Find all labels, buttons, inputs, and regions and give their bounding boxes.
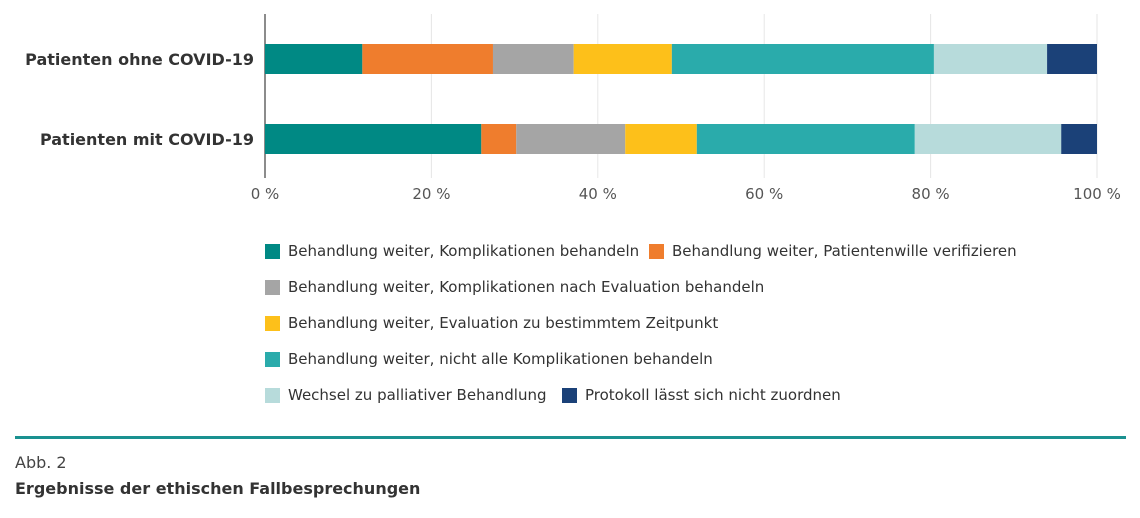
legend-swatch <box>265 351 280 367</box>
bar-segment <box>516 124 626 154</box>
category-label: Patienten mit COVID-19 <box>40 130 254 149</box>
bar-segment <box>573 44 672 74</box>
bar-segment <box>914 124 1062 154</box>
caption-divider <box>15 436 1126 439</box>
category-label: Patienten ohne COVID-19 <box>25 50 254 69</box>
bar-segment <box>671 44 934 74</box>
legend-swatch <box>649 243 664 259</box>
x-tick-label: 60 % <box>745 185 783 203</box>
legend-label: Protokoll lässt sich nicht zuordnen <box>585 386 841 404</box>
legend-item: Behandlung weiter, Komplikationen nach E… <box>265 278 764 296</box>
x-tick-label: 20 % <box>412 185 450 203</box>
legend-item: Protokoll lässt sich nicht zuordnen <box>562 386 841 404</box>
legend-label: Behandlung weiter, Komplikationen behand… <box>288 242 640 260</box>
bar-segment <box>933 44 1048 74</box>
figure-title: Ergebnisse der ethischen Fallbesprechung… <box>15 479 421 498</box>
legend-item: Behandlung weiter, Patientenwille verifi… <box>649 242 1017 260</box>
bar-segment <box>1061 124 1097 154</box>
legend-swatch <box>562 387 577 403</box>
x-tick-label: 100 % <box>1073 185 1121 203</box>
legend-item: Behandlung weiter, Komplikationen behand… <box>265 242 639 260</box>
legend-item: Behandlung weiter, nicht alle Komplikati… <box>265 350 713 368</box>
stacked-bar-chart: 0 % 20 % 40 % 60 % 80 % 100 % Patienten ohne C… <box>25 14 1121 203</box>
legend-label: Behandlung weiter, Komplikationen nach E… <box>288 278 765 296</box>
figure-label: Abb. 2 <box>15 453 67 472</box>
legend-item: Behandlung weiter, Evaluation zu bestimm… <box>265 314 718 332</box>
bar-segment <box>481 124 517 154</box>
bar-segment <box>265 124 482 154</box>
legend-item: Wechsel zu palliativer Behandlung <box>265 386 547 404</box>
legend-swatch <box>265 387 280 403</box>
x-tick-label: 0 % <box>251 185 280 203</box>
legend-label: Wechsel zu palliativer Behandlung <box>288 386 547 404</box>
bar-segment <box>1047 44 1097 74</box>
legend-swatch <box>265 243 280 259</box>
legend-label: Behandlung weiter, nicht alle Komplikati… <box>288 350 713 368</box>
legend-label: Behandlung weiter, Patientenwille verifi… <box>672 242 1017 260</box>
x-tick-label: 80 % <box>912 185 950 203</box>
bar-segment <box>696 124 915 154</box>
legend-swatch <box>265 279 280 295</box>
bar-segment <box>265 44 363 74</box>
bar-segment <box>492 44 574 74</box>
bar-segment <box>625 124 697 154</box>
legend-label: Behandlung weiter, Evaluation zu bestimm… <box>288 314 719 332</box>
bar-segment <box>362 44 493 74</box>
legend-swatch <box>265 315 280 331</box>
x-tick-label: 40 % <box>579 185 617 203</box>
